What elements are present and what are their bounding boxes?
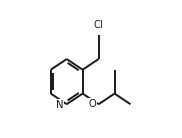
Text: O: O [88, 99, 96, 109]
Text: Cl: Cl [94, 20, 103, 30]
Text: N: N [56, 100, 63, 110]
